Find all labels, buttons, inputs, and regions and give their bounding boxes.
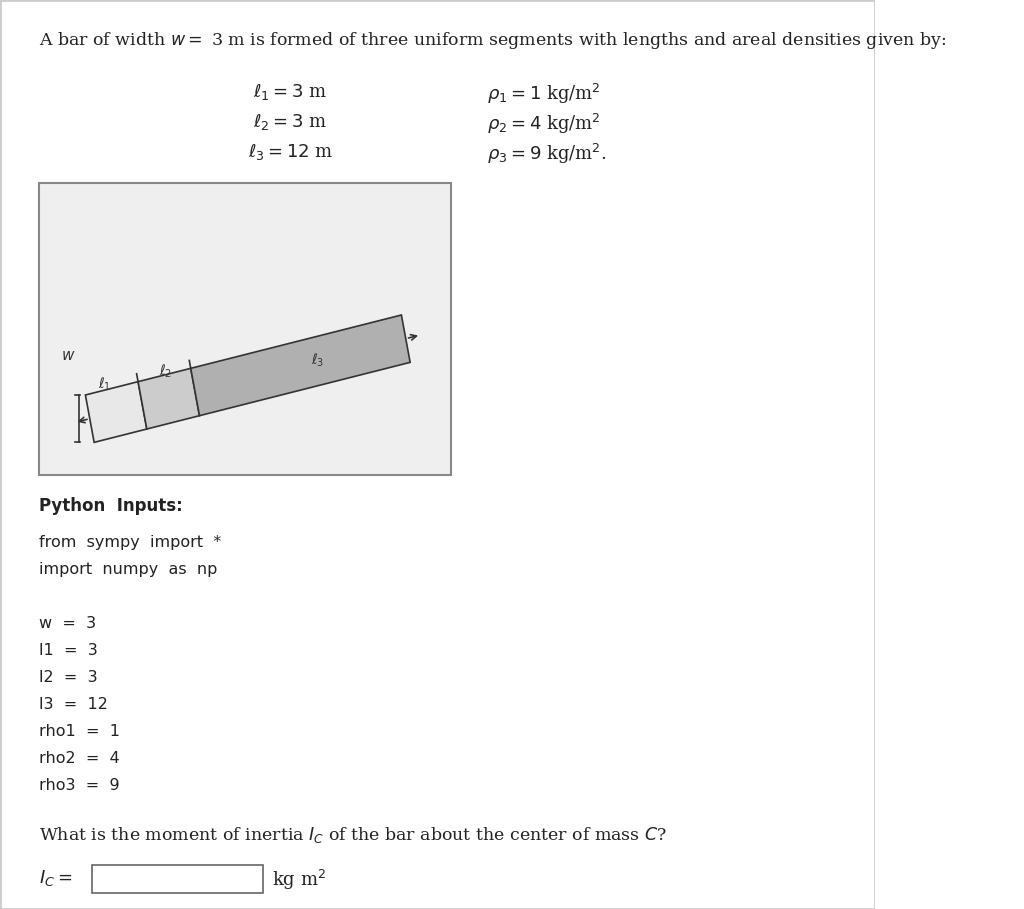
Text: $\rho_1 = 1$ kg/m$^2$: $\rho_1 = 1$ kg/m$^2$: [486, 82, 600, 106]
Text: rho1  =  1: rho1 = 1: [39, 724, 120, 739]
Text: $I_C = $: $I_C = $: [39, 868, 73, 888]
Text: l1  =  3: l1 = 3: [39, 643, 98, 658]
Text: $w$: $w$: [61, 347, 76, 363]
Text: $\ell_3$: $\ell_3$: [311, 352, 325, 369]
Text: $\rho_3 = 9$ kg/m$^2$.: $\rho_3 = 9$ kg/m$^2$.: [486, 142, 606, 166]
Polygon shape: [138, 368, 200, 429]
Text: l2  =  3: l2 = 3: [39, 670, 98, 685]
Text: A bar of width $w = $ 3 m is formed of three uniform segments with lengths and a: A bar of width $w = $ 3 m is formed of t…: [39, 30, 947, 51]
Polygon shape: [85, 382, 146, 443]
Text: l3  =  12: l3 = 12: [39, 697, 109, 712]
Polygon shape: [190, 315, 411, 415]
Text: $\rho_2 = 4$ kg/m$^2$: $\rho_2 = 4$ kg/m$^2$: [486, 112, 600, 136]
Text: from  sympy  import  *: from sympy import *: [39, 535, 221, 550]
Text: w  =  3: w = 3: [39, 616, 96, 631]
Bar: [92, 865, 263, 893]
Text: rho2  =  4: rho2 = 4: [39, 751, 120, 766]
Text: $\ell_3 = 12$ m: $\ell_3 = 12$ m: [248, 142, 333, 162]
Bar: [39, 183, 451, 475]
Text: $\ell_2$: $\ell_2$: [159, 362, 172, 380]
Text: $\ell_1$: $\ell_1$: [98, 375, 112, 393]
Text: import  numpy  as  np: import numpy as np: [39, 562, 218, 577]
Text: Python  Inputs:: Python Inputs:: [39, 497, 183, 515]
Text: $\ell_1 = 3$ m: $\ell_1 = 3$ m: [253, 82, 328, 102]
Text: What is the moment of inertia $I_C$ of the bar about the center of mass $C$?: What is the moment of inertia $I_C$ of t…: [39, 825, 668, 845]
Text: rho3  =  9: rho3 = 9: [39, 778, 120, 793]
Text: kg m$^2$: kg m$^2$: [271, 868, 326, 892]
Text: $\ell_2 = 3$ m: $\ell_2 = 3$ m: [253, 112, 328, 132]
